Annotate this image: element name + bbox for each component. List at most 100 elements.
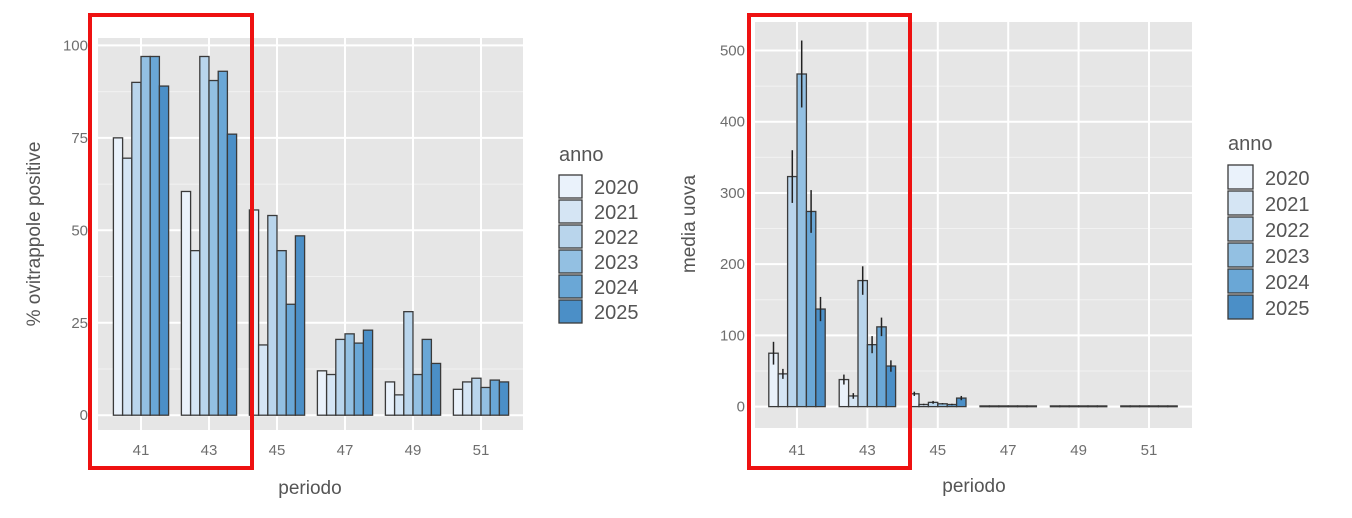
bar-2021-51 xyxy=(461,381,473,416)
legend-key-2020 xyxy=(1227,164,1254,190)
legend-label-2022: 2022 xyxy=(1265,220,1310,242)
bar-2025-51 xyxy=(498,381,510,416)
bar-2023-45 xyxy=(276,249,287,416)
bar-2025-47 xyxy=(1026,405,1038,408)
legend-label-2024: 2024 xyxy=(594,277,639,299)
y-axis-label: media uova xyxy=(679,174,700,273)
bar-2021-49 xyxy=(393,394,405,416)
legend-label-2021: 2021 xyxy=(1265,194,1310,216)
legend-title: anno xyxy=(1228,133,1273,155)
legend-key-2021 xyxy=(1227,190,1254,216)
x-axis-label: periodo xyxy=(278,478,341,499)
bar-2025-41 xyxy=(158,85,170,416)
bar-2022-51 xyxy=(1138,405,1150,408)
bar-2020-47 xyxy=(979,405,991,408)
legend-key-2020 xyxy=(558,174,583,199)
bar-2020-51 xyxy=(452,388,464,416)
bar-2020-51 xyxy=(1120,405,1131,408)
x-tick-label: 51 xyxy=(1141,442,1158,459)
bar-2023-51 xyxy=(480,386,491,416)
y-tick-label: 50 xyxy=(71,222,88,239)
bar-2023-41 xyxy=(796,73,808,408)
legend-title: anno xyxy=(559,144,604,166)
legend-key-2024 xyxy=(558,274,583,299)
x-tick-label: 49 xyxy=(1070,442,1087,459)
legend-label-2022: 2022 xyxy=(594,227,639,249)
bar-2021-47 xyxy=(325,373,337,416)
bar-2022-41 xyxy=(786,175,798,408)
bar-2024-49 xyxy=(1087,405,1099,408)
x-tick-labels: 41 43 45 47 49 51 xyxy=(789,442,1158,459)
bar-2022-45 xyxy=(267,214,278,416)
y-tick-label: 100 xyxy=(720,327,745,344)
x-tick-label: 47 xyxy=(337,442,354,459)
bar-2021-51 xyxy=(1129,405,1141,408)
bar-2024-47 xyxy=(353,342,365,416)
bar-2023-47 xyxy=(344,333,355,416)
legend-key-2024 xyxy=(1227,268,1254,294)
legend-key-2025 xyxy=(1227,294,1254,320)
bar-2024-45 xyxy=(285,303,297,416)
y-tick-label: 400 xyxy=(720,114,745,131)
legend-key-2023 xyxy=(558,249,583,274)
bar-2020-47 xyxy=(316,370,328,416)
bar-2023-47 xyxy=(1007,405,1019,408)
bar-2023-49 xyxy=(412,373,423,416)
legend: anno 2020 2021 2022 2023 2024 2025 xyxy=(558,144,639,324)
y-tick-label: 25 xyxy=(71,315,88,332)
bar-2022-47 xyxy=(998,405,1009,408)
legend-label-2024: 2024 xyxy=(1265,272,1310,294)
legend-label-2021: 2021 xyxy=(594,202,639,224)
bar-2022-51 xyxy=(471,377,482,416)
bar-2022-47 xyxy=(335,338,346,416)
y-tick-labels: 0 25 50 75 100 xyxy=(63,37,88,424)
x-tick-label: 43 xyxy=(859,442,876,459)
x-axis-label: periodo xyxy=(942,476,1005,497)
bar-2024-41 xyxy=(149,55,161,416)
bar-2025-49 xyxy=(430,362,442,416)
legend-label-2025: 2025 xyxy=(1265,298,1310,320)
chart-mean-eggs: 0 100 200 300 400 500 41 43 45 47 49 51 periodo me… xyxy=(679,13,1310,497)
bar-2022-41 xyxy=(131,81,142,416)
bar-2022-49 xyxy=(1068,405,1080,408)
y-tick-label: 300 xyxy=(720,185,745,202)
legend-label-2025: 2025 xyxy=(594,302,639,324)
y-axis-label: % ovitrappole positive xyxy=(24,142,45,327)
x-tick-label: 49 xyxy=(405,442,422,459)
legend-key-2022 xyxy=(558,224,583,249)
legend: anno 2020 2021 2022 2023 2024 2025 xyxy=(1227,133,1310,320)
bar-2023-49 xyxy=(1077,405,1089,408)
bar-2024-47 xyxy=(1016,405,1028,408)
bar-2020-41 xyxy=(112,137,124,416)
bar-2024-51 xyxy=(489,379,501,416)
legend-key-2022 xyxy=(1227,216,1254,242)
y-tick-label: 200 xyxy=(720,256,745,273)
error-bars-group xyxy=(772,40,963,406)
bar-2025-51 xyxy=(1167,405,1178,408)
x-tick-label: 47 xyxy=(1000,442,1017,459)
y-tick-labels: 0 100 200 300 400 500 xyxy=(720,42,745,415)
bar-2024-43 xyxy=(217,70,229,416)
bar-2022-43 xyxy=(857,279,869,408)
bar-2022-49 xyxy=(403,311,414,416)
bar-2021-45 xyxy=(257,344,269,416)
bar-2023-41 xyxy=(140,55,151,416)
y-tick-label: 75 xyxy=(71,130,88,147)
y-tick-label: 0 xyxy=(80,407,88,424)
bar-2022-43 xyxy=(199,55,210,416)
x-tick-label: 41 xyxy=(133,442,150,459)
x-tick-label: 51 xyxy=(473,442,490,459)
bar-2025-45 xyxy=(294,235,306,416)
y-tick-label: 500 xyxy=(720,42,745,59)
bar-2025-43 xyxy=(226,133,238,416)
x-tick-label: 45 xyxy=(929,442,946,459)
bar-2020-49 xyxy=(1049,405,1061,408)
bar-2024-49 xyxy=(421,338,433,416)
bar-2023-43 xyxy=(208,79,219,416)
y-tick-label: 100 xyxy=(63,37,88,54)
plot-panel xyxy=(755,22,1192,428)
legend-label-2023: 2023 xyxy=(594,252,639,274)
x-tick-label: 45 xyxy=(269,442,286,459)
bar-2023-51 xyxy=(1148,405,1160,408)
